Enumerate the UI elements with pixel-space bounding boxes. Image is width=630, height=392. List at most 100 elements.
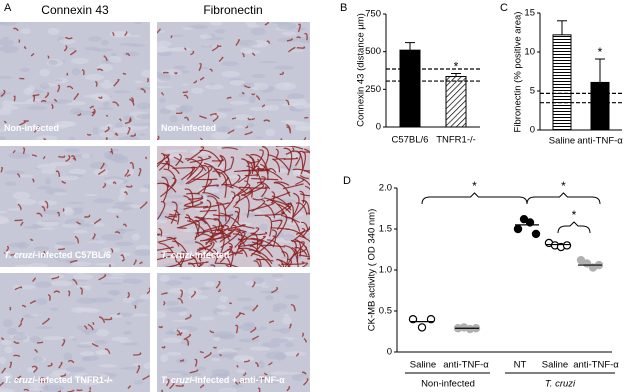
tissue-texture [0,372,13,381]
stain [215,280,221,289]
tissue-texture [67,273,85,275]
tissue-texture [191,87,204,94]
y-tick-label: 500 [365,46,381,57]
tissue-texture [122,51,140,57]
stain [245,125,249,129]
tissue-texture [14,252,34,257]
stain [158,227,163,237]
stain [227,129,235,135]
stain [9,361,12,369]
tissue-texture [115,228,136,232]
stain [222,249,244,259]
tissue-texture [64,148,80,153]
stain [3,245,10,254]
stain [251,117,255,121]
tissue-texture [221,70,240,78]
stain [199,255,216,259]
group-label: T. cruzi [545,379,576,390]
stain [89,386,91,390]
tissue-texture [54,244,64,249]
tissue-texture [80,351,95,357]
tissue-texture [42,336,65,341]
stain [91,342,99,348]
stain [285,228,306,239]
stain [190,50,195,56]
tissue-texture [238,338,260,343]
stain [221,176,229,186]
stain [176,329,182,336]
bar [445,76,467,128]
tissue-texture [157,46,170,53]
tissue-texture [178,104,194,113]
stain [197,245,211,251]
tissue-texture [50,280,72,287]
stain [257,387,261,392]
stain [299,190,305,204]
stain [251,199,266,213]
tissue-texture [4,181,17,187]
tissue-texture [37,185,52,190]
tissue-texture [221,61,239,67]
stain [203,352,212,359]
stain [298,254,310,258]
tissue-texture [71,261,92,267]
stain [160,389,164,392]
stain [241,91,245,95]
stain [285,99,290,106]
tissue-texture [107,289,121,296]
significance: * [472,179,477,193]
tissue-texture [259,290,280,294]
stain [193,79,197,84]
stain [51,103,54,110]
tissue-texture [211,368,230,376]
bar [590,81,610,131]
stain [246,165,263,184]
stain [225,264,230,267]
stain [113,78,120,87]
tissue-texture [68,47,76,50]
stain [188,194,204,200]
tissue-texture [283,234,295,242]
stain [17,203,22,211]
tissue-texture [169,115,178,123]
stain [264,22,270,26]
tissue-texture [3,170,26,175]
stain [249,326,257,334]
comparison-bracket [526,192,601,205]
stain [62,208,65,212]
tissue-texture [73,207,84,210]
stain [210,231,223,238]
stain [266,191,291,202]
stain [108,264,111,267]
stain [89,105,94,109]
tissue-texture [95,262,115,266]
tissue-texture [83,94,103,98]
stain [104,316,113,321]
stain [224,184,234,189]
stain [280,138,283,140]
stain [235,190,254,204]
tissue-texture [48,59,58,66]
stain [12,150,16,154]
stain [303,337,307,343]
tissue-texture [81,374,102,381]
stain [129,161,135,169]
tissue-texture [157,73,171,81]
stain [214,262,239,267]
tissue-texture [216,146,224,150]
tissue-texture [162,337,182,343]
stain [216,171,227,198]
data-point [426,315,436,324]
tissue-texture [42,209,62,215]
stain [296,36,302,39]
stain [117,312,121,316]
stain [126,174,131,178]
stain [173,156,184,164]
tissue-texture [274,65,295,70]
stain [242,372,247,377]
tissue-texture [49,161,72,167]
stain [174,71,178,75]
panel-label: D [343,175,351,187]
stain [266,40,271,44]
x-tick-label: Saline [542,360,568,371]
